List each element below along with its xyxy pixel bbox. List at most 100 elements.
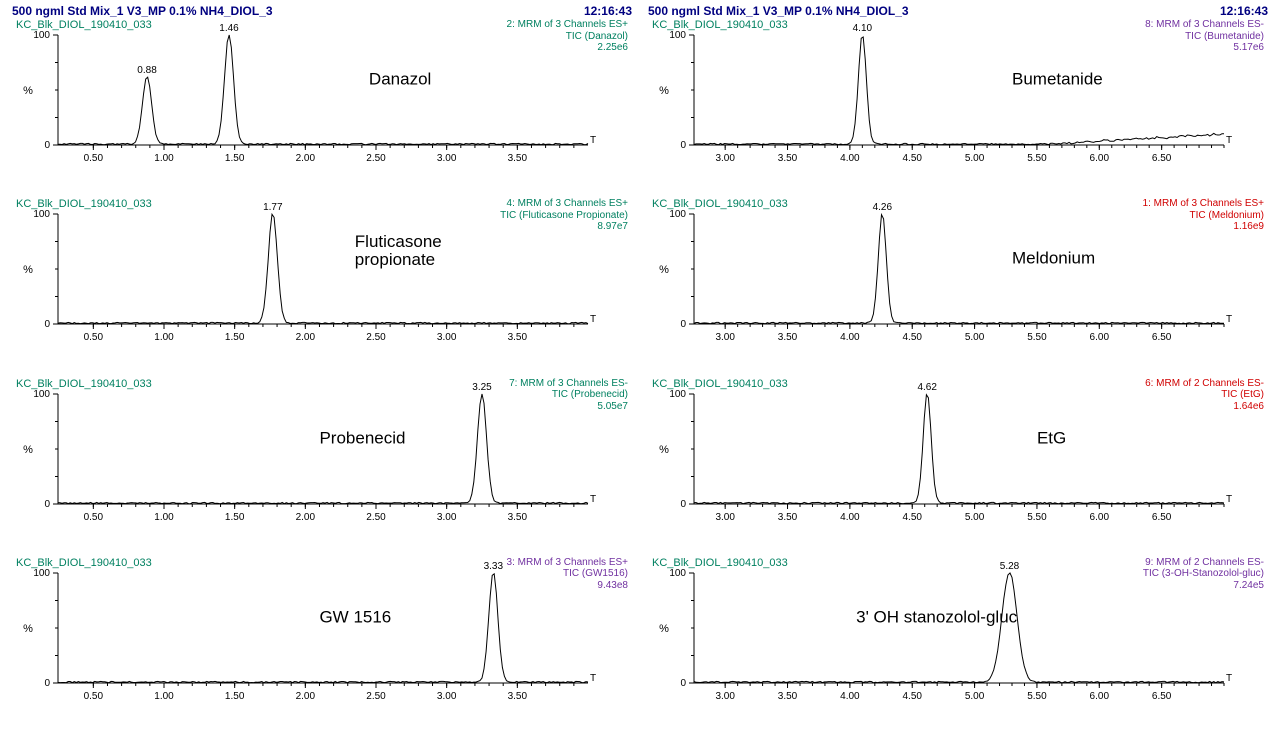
svg-text:3.50: 3.50 — [508, 153, 528, 164]
svg-text:0: 0 — [680, 319, 686, 330]
svg-text:4.50: 4.50 — [903, 332, 923, 343]
svg-text:4.00: 4.00 — [840, 332, 860, 343]
svg-text:3.25: 3.25 — [472, 382, 492, 393]
svg-text:Bumetanide: Bumetanide — [1012, 70, 1103, 89]
chromatogram-panel: KC_Blk_DIOL_190410_0337: MRM of 3 Channe… — [12, 378, 632, 555]
svg-text:0.50: 0.50 — [84, 332, 104, 343]
svg-text:%: % — [23, 623, 33, 635]
svg-text:0.50: 0.50 — [84, 691, 104, 702]
svg-text:6.50: 6.50 — [1152, 153, 1172, 164]
svg-text:100: 100 — [33, 389, 50, 400]
chromatogram-panel: KC_Blk_DIOL_190410_033 4: MRM of 3 Channe… — [12, 198, 632, 375]
svg-text:0: 0 — [680, 678, 686, 689]
svg-text:5.50: 5.50 — [1027, 691, 1047, 702]
svg-text:1.50: 1.50 — [225, 153, 245, 164]
svg-text:%: % — [659, 264, 669, 276]
chromatogram-grid: 500 ngml Std Mix_1 V3_MP 0.1% NH4_DIOL_3… — [0, 0, 1280, 739]
sample-id: KC_Blk_DIOL_190410_033 — [16, 19, 152, 31]
svg-text:5.00: 5.00 — [965, 332, 985, 343]
sample-id: KC_Blk_DIOL_190410_033 — [16, 198, 152, 210]
svg-text:4.00: 4.00 — [840, 512, 860, 523]
svg-text:Time: Time — [590, 494, 596, 505]
svg-text:3.00: 3.00 — [437, 691, 457, 702]
svg-text:6.00: 6.00 — [1090, 153, 1110, 164]
svg-text:%: % — [659, 623, 669, 635]
channel-meta: 2: MRM of 3 Channels ES+TIC (Danazol)2.2… — [507, 19, 628, 54]
svg-text:Time: Time — [1226, 135, 1232, 146]
channel-meta: 3: MRM of 3 Channels ES+TIC (GW1516)9.43… — [507, 557, 628, 592]
sample-id: KC_Blk_DIOL_190410_033 — [16, 557, 152, 569]
svg-text:2.50: 2.50 — [366, 332, 386, 343]
svg-text:3.50: 3.50 — [508, 332, 528, 343]
svg-text:Danazol: Danazol — [369, 70, 431, 89]
svg-text:0: 0 — [44, 678, 50, 689]
svg-text:Meldonium: Meldonium — [1012, 249, 1095, 268]
svg-text:Time: Time — [590, 314, 596, 325]
svg-text:0.50: 0.50 — [84, 153, 104, 164]
svg-text:%: % — [23, 85, 33, 97]
svg-text:100: 100 — [33, 568, 50, 579]
svg-text:100: 100 — [669, 209, 686, 220]
svg-text:1.50: 1.50 — [225, 691, 245, 702]
svg-text:100: 100 — [33, 30, 50, 41]
svg-text:6.50: 6.50 — [1152, 332, 1172, 343]
svg-text:100: 100 — [33, 209, 50, 220]
svg-text:4.50: 4.50 — [903, 512, 923, 523]
svg-text:2.00: 2.00 — [296, 512, 316, 523]
svg-text:100: 100 — [669, 568, 686, 579]
svg-text:3.00: 3.00 — [715, 332, 735, 343]
svg-text:3.50: 3.50 — [778, 153, 798, 164]
svg-text:4.26: 4.26 — [873, 202, 893, 213]
svg-text:1.00: 1.00 — [154, 153, 174, 164]
svg-text:4.50: 4.50 — [903, 691, 923, 702]
channel-meta: 8: MRM of 3 Channels ES-TIC (Bumetanide)… — [1145, 19, 1264, 54]
svg-text:2.50: 2.50 — [366, 512, 386, 523]
svg-text:0: 0 — [44, 140, 50, 151]
channel-meta: 9: MRM of 2 Channels ES-TIC (3-OH-Stanoz… — [1143, 557, 1264, 592]
run-timestamp: 12:16:43 — [1220, 4, 1268, 18]
sample-id: KC_Blk_DIOL_190410_033 — [652, 378, 788, 390]
svg-text:5.00: 5.00 — [965, 153, 985, 164]
svg-text:3.33: 3.33 — [484, 561, 504, 572]
svg-text:1.00: 1.00 — [154, 691, 174, 702]
svg-text:4.10: 4.10 — [853, 23, 873, 34]
sample-id: KC_Blk_DIOL_190410_033 — [652, 557, 788, 569]
svg-text:4.50: 4.50 — [903, 153, 923, 164]
svg-text:3.00: 3.00 — [715, 153, 735, 164]
svg-text:3.00: 3.00 — [437, 153, 457, 164]
svg-text:GW 1516: GW 1516 — [319, 607, 391, 626]
svg-text:2.50: 2.50 — [366, 691, 386, 702]
svg-text:0: 0 — [44, 319, 50, 330]
svg-text:Time: Time — [1226, 673, 1232, 684]
svg-text:5.28: 5.28 — [1000, 561, 1020, 572]
svg-text:%: % — [659, 444, 669, 456]
svg-text:6.50: 6.50 — [1152, 512, 1172, 523]
svg-text:3.50: 3.50 — [508, 691, 528, 702]
svg-text:0: 0 — [680, 140, 686, 151]
svg-text:Time: Time — [1226, 314, 1232, 325]
svg-text:3.00: 3.00 — [437, 512, 457, 523]
left-panels-container: KC_Blk_DIOL_190410_033 2: MRM of 3 Channe… — [8, 18, 636, 735]
chromatogram-panel: KC_Blk_DIOL_190410_033 2: MRM of 3 Channe… — [12, 19, 632, 196]
svg-text:2.00: 2.00 — [296, 332, 316, 343]
channel-meta: 4: MRM of 3 Channels ES+TIC (Fluticasone… — [500, 198, 628, 233]
column-header-right: 500 ngml Std Mix_1 V3_MP 0.1% NH4_DIOL_3… — [644, 4, 1272, 18]
svg-text:5.50: 5.50 — [1027, 512, 1047, 523]
svg-text:3.50: 3.50 — [778, 512, 798, 523]
svg-text:1.50: 1.50 — [225, 332, 245, 343]
svg-text:3.00: 3.00 — [437, 332, 457, 343]
chromatogram-panel: KC_Blk_DIOL_190410_033 3: MRM of 3 Channe… — [12, 557, 632, 734]
svg-text:5.50: 5.50 — [1027, 153, 1047, 164]
left-column: 500 ngml Std Mix_1 V3_MP 0.1% NH4_DIOL_3… — [8, 4, 636, 735]
svg-text:3.50: 3.50 — [508, 512, 528, 523]
svg-text:5.00: 5.00 — [965, 512, 985, 523]
svg-text:0: 0 — [44, 499, 50, 510]
svg-text:EtG: EtG — [1037, 428, 1066, 447]
svg-text:2.00: 2.00 — [296, 153, 316, 164]
run-title: 500 ngml Std Mix_1 V3_MP 0.1% NH4_DIOL_3 — [12, 4, 273, 18]
svg-text:Time: Time — [590, 673, 596, 684]
right-column: 500 ngml Std Mix_1 V3_MP 0.1% NH4_DIOL_3… — [644, 4, 1272, 735]
svg-text:1.46: 1.46 — [219, 23, 239, 34]
chromatogram-panel: KC_Blk_DIOL_190410_0338: MRM of 3 Channe… — [648, 19, 1268, 196]
svg-text:%: % — [23, 264, 33, 276]
